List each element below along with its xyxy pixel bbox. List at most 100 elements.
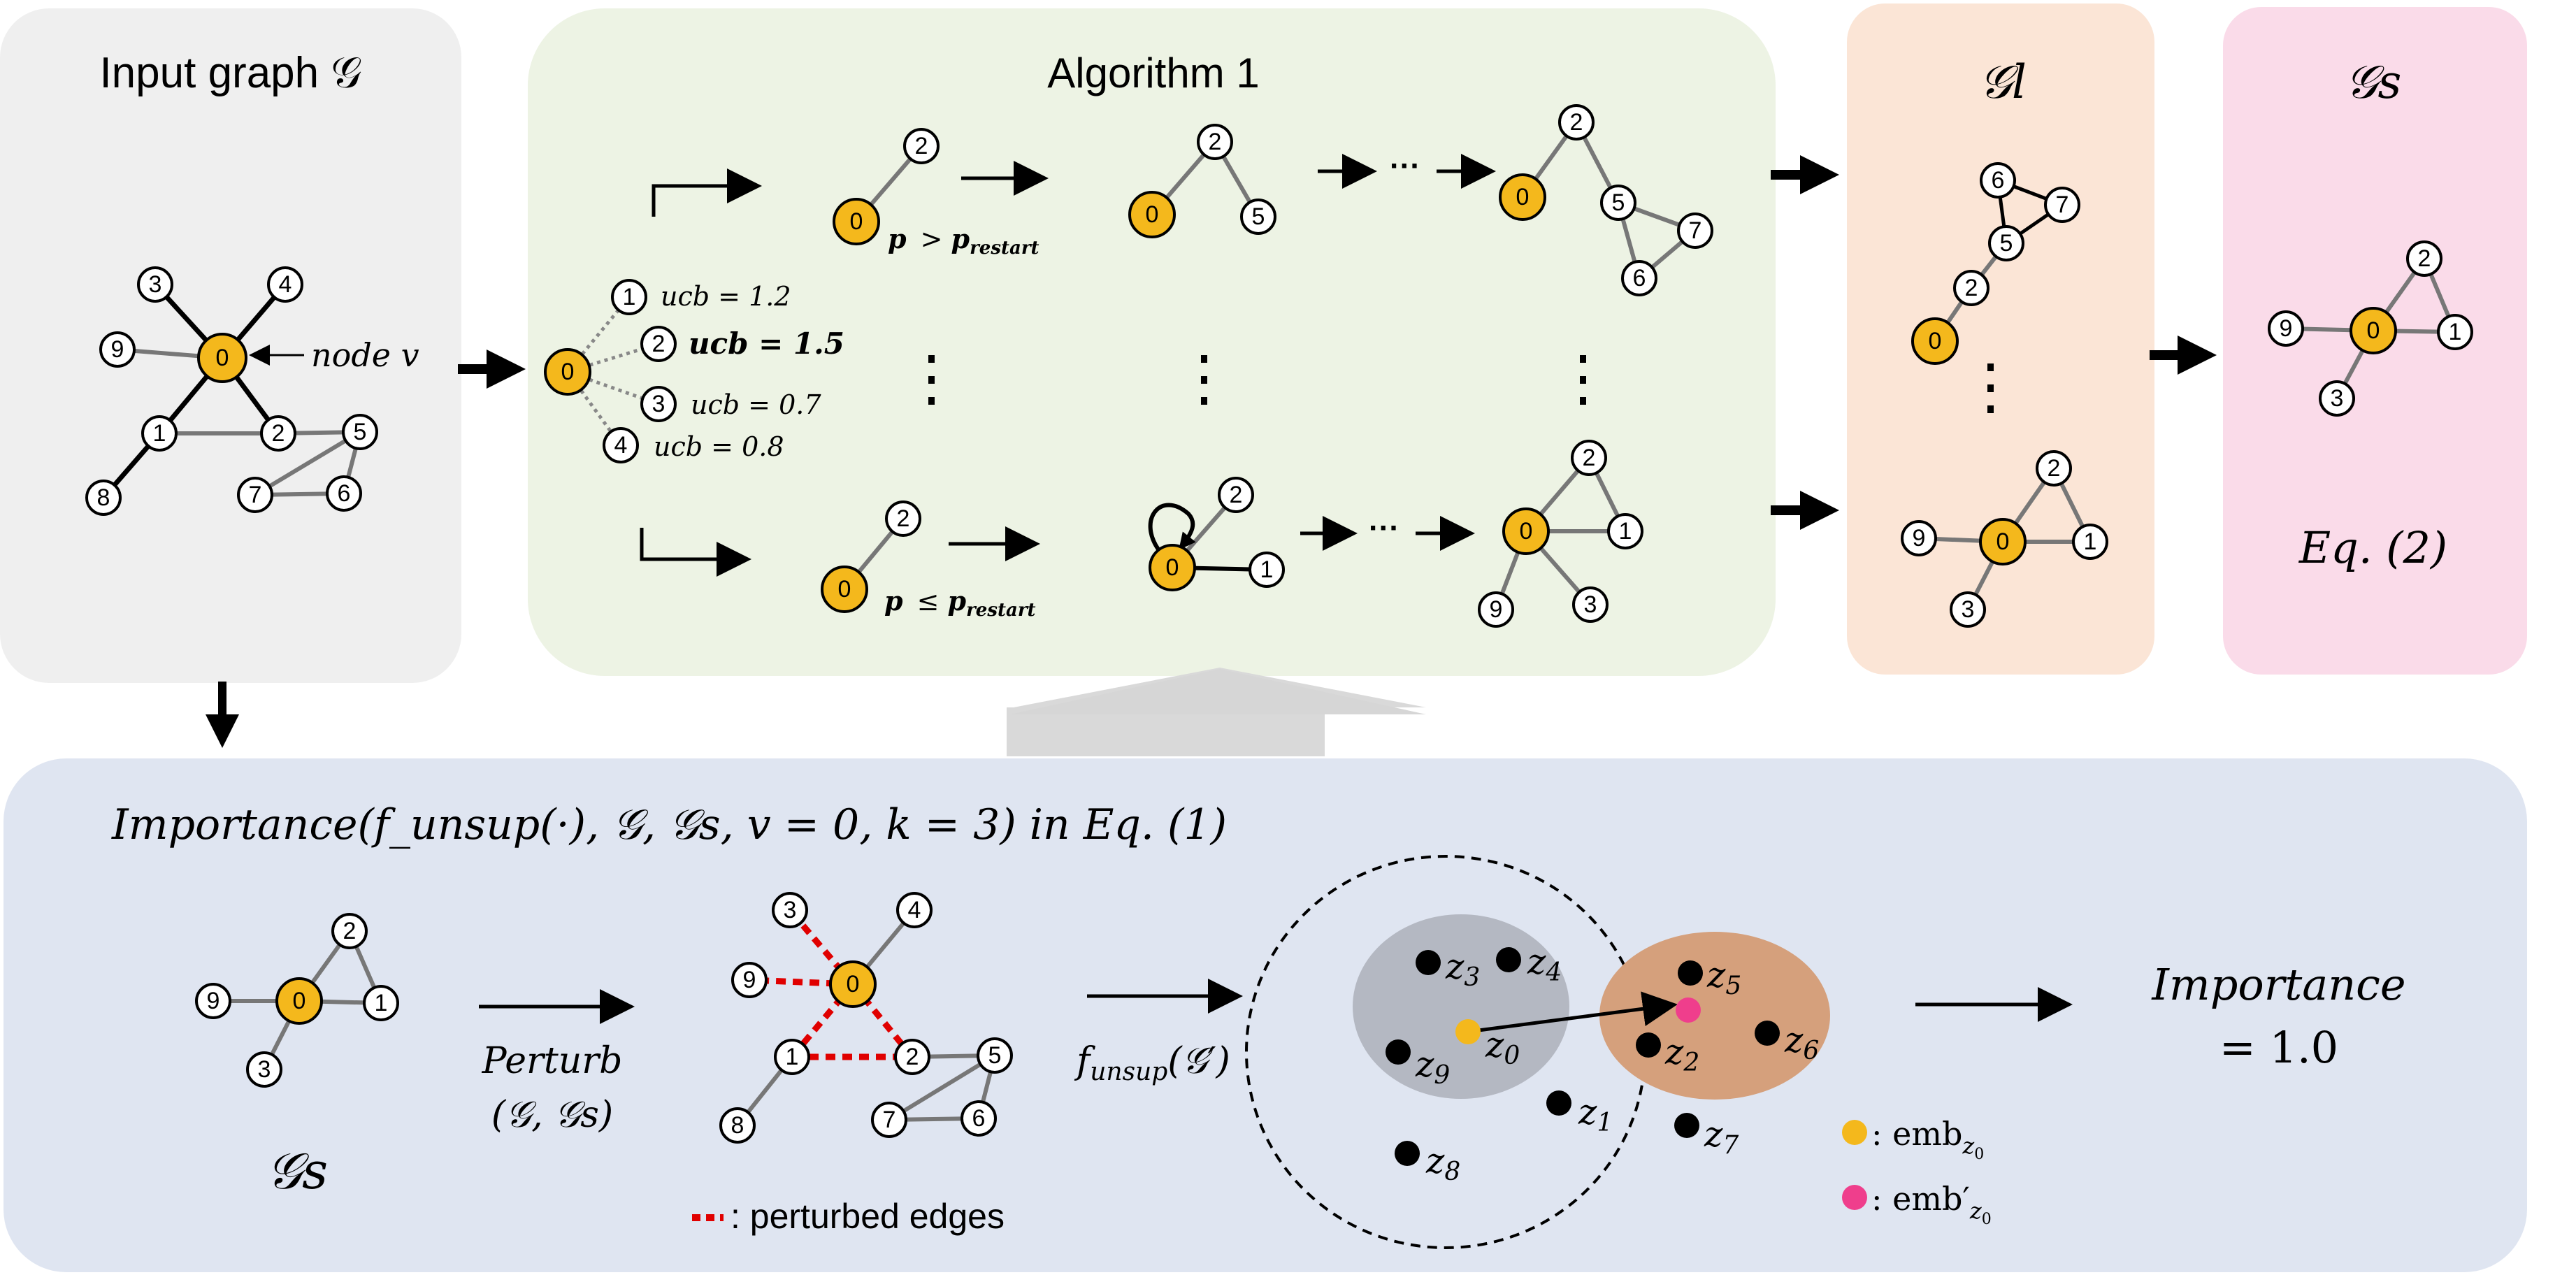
gl-graph-bottom: 0 2 1 9 3 <box>1901 450 2108 628</box>
svg-text:6: 6 <box>1633 265 1646 291</box>
bottom-walk-step2: 0 2 1 <box>1148 477 1285 591</box>
perturbed-edge-legend-label: : perturbed edges <box>731 1197 1005 1236</box>
gl-panel <box>1847 3 2154 675</box>
svg-text:1: 1 <box>375 990 388 1016</box>
svg-text:6: 6 <box>338 480 351 507</box>
top-walk-step1: 0 2 <box>833 128 940 245</box>
emb-prime-legend-dot <box>1842 1185 1867 1210</box>
svg-text:3: 3 <box>149 271 162 298</box>
input-graph: 0 3 4 9 1 2 5 8 7 6 <box>85 266 378 516</box>
perturbed-graph: 0 3 4 9 1 2 5 8 7 6 <box>719 892 1013 1144</box>
top-arrow-dots: ··· <box>1318 149 1496 189</box>
embedding-shift-arrow <box>1467 991 1678 1034</box>
svg-text:2: 2 <box>1965 275 1978 301</box>
importance-gs-label: 𝒢s <box>266 1141 328 1200</box>
svg-text:3: 3 <box>258 1056 271 1083</box>
svg-text:9: 9 <box>2280 315 2293 342</box>
result-value: = 1.0 <box>2219 1022 2338 1073</box>
svg-text:z2: z2 <box>1664 1032 1699 1077</box>
svg-text:9: 9 <box>1490 596 1503 623</box>
svg-text:2: 2 <box>897 505 910 532</box>
bottom-arrow-dots: ··· <box>1300 511 1475 551</box>
svg-text:z4: z4 <box>1527 942 1562 987</box>
svg-text:1: 1 <box>2449 319 2462 345</box>
branch-top-arrow <box>652 168 762 217</box>
gl-graph-top: 0 2 5 6 7 <box>1911 162 2080 365</box>
vertical-ellipsis-marks <box>928 355 1994 413</box>
svg-text:0: 0 <box>216 345 229 371</box>
svg-text:0: 0 <box>847 971 860 997</box>
gl-title: 𝒢l <box>1979 55 2027 109</box>
svg-text:4: 4 <box>279 271 292 298</box>
embedding-points <box>1386 947 1780 1166</box>
svg-text:7: 7 <box>1689 217 1702 244</box>
svg-text:0: 0 <box>561 359 575 385</box>
ucb-label-3: ucb = 0.7 <box>691 389 821 420</box>
svg-text:0: 0 <box>850 208 863 235</box>
svg-text:2: 2 <box>2048 455 2061 482</box>
svg-text:3: 3 <box>2331 385 2344 412</box>
svg-text:9: 9 <box>743 967 756 993</box>
svg-text:8: 8 <box>731 1112 744 1139</box>
svg-text:1: 1 <box>786 1044 799 1070</box>
svg-text:···: ··· <box>1390 149 1420 183</box>
svg-text:8: 8 <box>97 484 110 511</box>
emb-legend-dot <box>1842 1120 1867 1145</box>
svg-text:9: 9 <box>1913 525 1926 552</box>
gs-title: 𝒢s <box>2345 55 2402 109</box>
emb-prime-legend-label: : emb′z0 <box>1871 1180 1992 1228</box>
svg-text:7: 7 <box>883 1107 896 1133</box>
node-v-label: node v <box>311 336 419 374</box>
svg-text:5: 5 <box>1252 203 1265 230</box>
importance-equation: Importance(f_unsup(·), 𝒢, 𝒢s, v = 0, k =… <box>111 800 1227 849</box>
svg-text:5: 5 <box>2000 230 2013 257</box>
svg-text:3: 3 <box>1962 596 1975 623</box>
svg-text:0: 0 <box>2367 317 2380 344</box>
svg-text:0: 0 <box>1996 528 2010 555</box>
svg-text:0: 0 <box>838 576 851 603</box>
svg-text:2: 2 <box>915 133 928 159</box>
svg-text:1: 1 <box>153 420 166 447</box>
svg-text:1: 1 <box>1260 556 1274 583</box>
svg-text:7: 7 <box>249 482 262 508</box>
svg-text:1: 1 <box>1619 518 1632 545</box>
importance-panel <box>3 758 2527 1272</box>
gs-graph: 0 2 1 9 3 <box>2268 240 2473 417</box>
svg-text:2: 2 <box>652 331 665 357</box>
cluster-orange <box>1599 932 1830 1100</box>
svg-text:0: 0 <box>1146 201 1159 228</box>
top-walk-step2: 0 2 5 <box>1128 124 1276 238</box>
svg-text:z3: z3 <box>1445 946 1480 992</box>
svg-text:5: 5 <box>354 419 367 445</box>
svg-text:6: 6 <box>972 1105 986 1132</box>
ucb-label-1: ucb = 1.2 <box>661 281 791 312</box>
ucb-label-2: ucb = 1.5 <box>689 326 844 361</box>
input-graph-title: Input graph 𝒢 <box>99 49 361 97</box>
perturb-args: (𝒢, 𝒢s) <box>491 1094 613 1136</box>
svg-text:2: 2 <box>906 1044 919 1070</box>
svg-text:2: 2 <box>1583 445 1596 471</box>
svg-text:2: 2 <box>2418 245 2431 272</box>
top-walk-final: 0 2 5 7 6 <box>1499 104 1713 296</box>
ucb-tree: 0 1 2 3 4 <box>544 279 677 463</box>
svg-text:9: 9 <box>111 336 124 363</box>
branch-bottom-arrow <box>640 528 751 577</box>
svg-text:5: 5 <box>988 1042 1002 1069</box>
svg-text:3: 3 <box>652 391 665 417</box>
top-condition: p > prestart <box>888 223 1039 259</box>
svg-text:0: 0 <box>1166 554 1179 581</box>
svg-text:z8: z8 <box>1425 1141 1460 1186</box>
svg-text:2: 2 <box>272 420 285 447</box>
perturb-label: Perturb <box>482 1040 623 1082</box>
svg-text:···: ··· <box>1369 511 1399 545</box>
svg-text:2: 2 <box>1230 482 1243 508</box>
svg-text:0: 0 <box>293 988 306 1014</box>
svg-text:6: 6 <box>1992 167 2005 194</box>
svg-text:2: 2 <box>1570 109 1583 136</box>
svg-text:4: 4 <box>614 432 628 459</box>
svg-text:2: 2 <box>343 918 357 944</box>
svg-text:1: 1 <box>623 284 636 310</box>
svg-text:3: 3 <box>1584 591 1597 618</box>
bottom-condition: p ≤ prestart <box>884 585 1036 621</box>
